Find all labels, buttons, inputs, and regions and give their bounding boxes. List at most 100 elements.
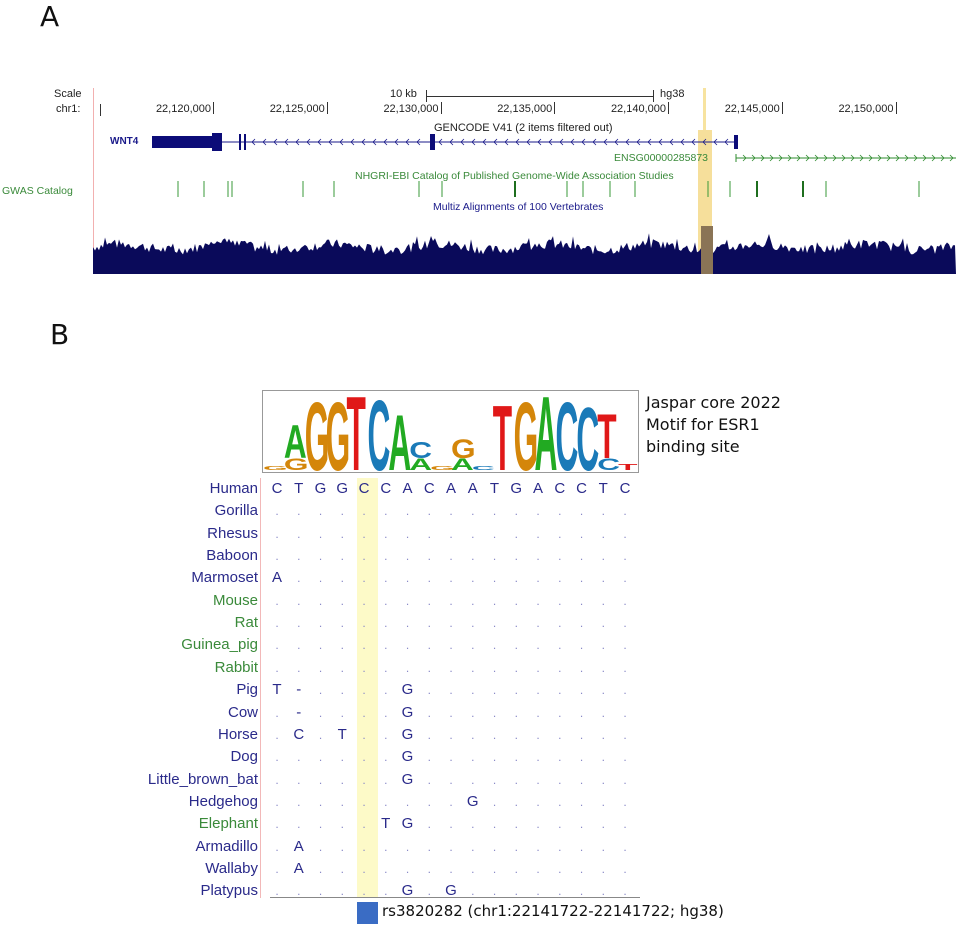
alignment-base: G (401, 725, 414, 743)
alignment-base: . (427, 750, 431, 765)
strand-arrow (913, 154, 918, 162)
gwas-track (177, 181, 920, 197)
logo-letter: G (263, 465, 288, 471)
alignment-base: . (601, 549, 605, 564)
species-label[interactable]: Dog (230, 748, 258, 766)
alignment-base: . (514, 683, 518, 698)
species-label[interactable]: Rhesus (207, 524, 258, 542)
alignment-bottom-rule (270, 897, 640, 898)
strand-arrow (680, 138, 685, 146)
logo-letter: A (535, 390, 558, 474)
alignment-base: . (297, 504, 301, 519)
alignment-base: . (471, 727, 475, 742)
wnt4-exon-3 (244, 134, 246, 150)
logo-letter: C (597, 456, 620, 474)
species-label[interactable]: Little_brown_bat (147, 770, 258, 788)
assembly-label: hg38 (660, 88, 685, 100)
alignment-base: . (514, 772, 518, 787)
alignment-base: . (514, 727, 518, 742)
strand-arrow (306, 138, 311, 146)
strand-arrow (787, 154, 792, 162)
species-label[interactable]: Marmoset (191, 569, 258, 587)
alignment-base: . (297, 571, 301, 586)
strand-arrow (581, 138, 586, 146)
strand-arrow (603, 138, 608, 146)
tick-label: 22,135,000 (485, 102, 556, 115)
strand-arrow (713, 138, 718, 146)
species-label[interactable]: Guinea_pig (181, 636, 258, 654)
alignment-base: . (340, 794, 344, 809)
alignment-base: . (471, 750, 475, 765)
alignment-base: . (623, 705, 627, 720)
species-label[interactable]: Pig (236, 681, 258, 699)
alignment-base: . (558, 839, 562, 854)
species-label[interactable]: Gorilla (214, 502, 258, 520)
logo-letter: A (388, 398, 411, 474)
alignment-base: . (318, 750, 323, 765)
strand-arrow (548, 138, 553, 146)
strand-arrow (405, 138, 410, 146)
alignment-base: . (471, 683, 475, 698)
alignment-base: . (558, 526, 562, 541)
wnt4-strand-arrows (251, 138, 729, 146)
species-label[interactable]: Mouse (212, 591, 258, 609)
alignment-base: . (449, 861, 453, 876)
alignment-base: G (466, 792, 479, 810)
species-label[interactable]: Horse (217, 725, 258, 743)
alignment-base: . (579, 660, 584, 675)
species-label[interactable]: Platypus (200, 882, 258, 900)
alignment-base: . (558, 593, 562, 608)
species-label[interactable]: Baboon (206, 547, 258, 565)
alignment-base: . (514, 549, 518, 564)
gene-label-wnt4[interactable]: WNT4 (110, 136, 139, 147)
strand-arrow (702, 138, 707, 146)
alignment-base: . (405, 593, 410, 608)
alignment-base: . (384, 616, 388, 631)
strand-arrow (504, 138, 509, 146)
gwas-track-label[interactable]: GWAS Catalog (2, 185, 73, 197)
gene-label-ensg[interactable]: ENSG00000285873 (614, 152, 708, 164)
species-label[interactable]: Hedgehog (188, 792, 258, 810)
alignment-base: . (340, 839, 344, 854)
alignment-base: . (405, 638, 410, 653)
alignment-base: G (401, 703, 414, 721)
species-label[interactable]: Rat (234, 614, 258, 632)
conservation-track (93, 226, 956, 274)
strand-arrow (328, 138, 333, 146)
strand-arrow (895, 154, 900, 162)
species-label[interactable]: Wallaby (205, 859, 258, 877)
strand-arrow (760, 154, 765, 162)
alignment-base: G (401, 770, 414, 788)
alignment-base: . (623, 861, 627, 876)
species-labels: Human Gorilla Rhesus Baboon Marmoset Mouse Rat… (0, 0, 258, 926)
alignment-base: C (358, 480, 370, 497)
alignment-base: . (471, 817, 475, 832)
strand-arrow (416, 138, 421, 146)
species-label[interactable]: Rabbit (214, 658, 258, 676)
species-label[interactable]: Cow (227, 703, 258, 721)
track-left-border (93, 88, 94, 274)
species-label[interactable]: Armadillo (195, 837, 258, 855)
alignment-base: . (318, 794, 323, 809)
strand-arrow (493, 138, 498, 146)
gene-models (152, 133, 956, 162)
alignment-base: . (623, 727, 627, 742)
species-label[interactable]: Elephant (198, 815, 258, 833)
alignment-base: . (340, 750, 344, 765)
snp-marker[interactable] (357, 902, 378, 924)
species-label[interactable]: Human (209, 480, 258, 497)
alignment-base: . (384, 660, 388, 675)
alignment-base: A (402, 480, 413, 497)
alignment-base: . (601, 772, 605, 787)
alignment-base: . (297, 549, 301, 564)
alignment-base: . (384, 593, 388, 608)
logo-letter: C (472, 465, 495, 471)
alignment-base: . (579, 839, 584, 854)
alignment-base: . (340, 593, 344, 608)
logo-letter: A (451, 456, 474, 474)
alignment-base: . (405, 839, 410, 854)
alignment-base: A (467, 480, 478, 497)
alignment-base: . (579, 705, 584, 720)
alignment-base: G (401, 681, 414, 699)
alignment-base: . (449, 772, 453, 787)
